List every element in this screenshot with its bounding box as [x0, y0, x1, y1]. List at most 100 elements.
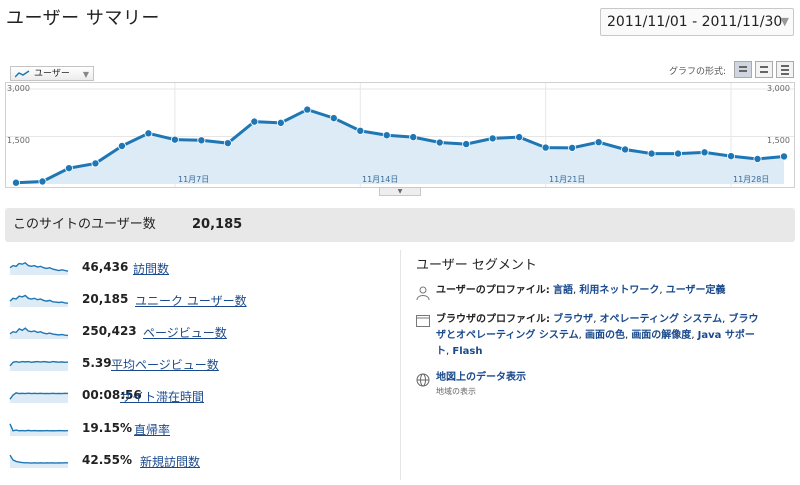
summary-label: このサイトのユーザー数	[13, 217, 156, 232]
data-point	[276, 118, 285, 127]
data-point	[594, 138, 603, 147]
data-point	[170, 135, 179, 144]
chevron-down-icon: ▼	[82, 70, 89, 79]
segment-browser: ブラウザのプロファイル: ブラウザ, オペレーティング システム, ブラウザとオ…	[416, 312, 794, 357]
series-area	[16, 109, 784, 184]
sparkline-4	[9, 392, 69, 403]
segment-profile: ユーザーのプロファイル: 言語, 利用ネットワーク, ユーザー定義	[416, 283, 794, 301]
metric-link[interactable]: ページビュー数	[143, 326, 227, 340]
user-icon	[416, 286, 430, 300]
sparkline-line	[9, 423, 69, 432]
data-point	[753, 154, 762, 163]
segment-browser-link[interactable]: Java サポート	[436, 330, 755, 357]
sparkline-6	[9, 454, 68, 468]
graph-metric-label: ユーザー	[34, 69, 70, 79]
y-axis-left-tick: 3,000	[7, 84, 30, 93]
data-point	[621, 145, 630, 154]
segment-profile-link[interactable]: 言語	[553, 285, 573, 296]
data-point	[356, 126, 365, 135]
x-axis-tick: 11月14日	[362, 175, 399, 184]
metric-value: 5.39	[82, 356, 112, 370]
chart-collapse-handle[interactable]: ▼	[379, 187, 421, 196]
data-point	[435, 138, 444, 147]
sparkline-5	[9, 423, 69, 436]
sparkline-line	[9, 294, 69, 304]
data-point	[329, 114, 338, 123]
data-point	[117, 142, 126, 151]
sparkline-line	[9, 327, 69, 337]
metric-value: 19.15%	[82, 421, 132, 435]
sparkline-line	[9, 261, 69, 272]
summary-bar: このサイトのユーザー数 20,185	[5, 208, 795, 242]
sparkline-1	[9, 294, 69, 307]
sparkline-area	[10, 392, 68, 403]
segment-browser-link[interactable]: オペレーティング システム	[599, 314, 723, 325]
column-divider	[400, 250, 401, 480]
segment-browser-link[interactable]: Flash	[452, 346, 483, 357]
metric-link[interactable]: 直帰率	[134, 423, 171, 437]
y-axis-right-tick: 3,000	[767, 84, 790, 93]
data-point	[223, 139, 232, 148]
segment-map: 地図上のデータ表示	[416, 370, 794, 388]
data-point	[144, 129, 153, 138]
data-point	[382, 131, 391, 140]
data-point	[12, 178, 20, 187]
data-point	[488, 134, 497, 143]
browser-window-icon	[416, 315, 430, 327]
segment-profile-link[interactable]: ユーザー定義	[665, 285, 726, 296]
data-point	[91, 159, 100, 168]
chart-area	[5, 82, 795, 188]
data-point	[64, 164, 73, 173]
graph-metric-select[interactable]: ユーザー ▼	[10, 66, 94, 81]
date-range-text: 2011/11/01 - 2011/11/30	[607, 14, 783, 30]
segment-browser-head: ブラウザのプロファイル:	[436, 314, 550, 325]
sparkline-area	[10, 262, 68, 275]
data-point	[197, 136, 206, 145]
map-view-link[interactable]: 地図上のデータ表示	[436, 372, 526, 383]
chevron-down-icon: ▼	[780, 15, 789, 28]
data-point	[727, 152, 736, 161]
summary-value: 20,185	[192, 217, 243, 232]
table-format-button[interactable]	[776, 61, 794, 78]
date-range-selector[interactable]: 2011/11/01 - 2011/11/30 ▼	[600, 8, 794, 36]
data-point	[541, 143, 550, 152]
sparkline-0	[9, 261, 69, 275]
data-point	[462, 140, 471, 149]
line-chart-icon	[15, 70, 30, 78]
metric-value: 46,436	[82, 260, 129, 274]
metric-link[interactable]: ユニーク ユーザー数	[135, 294, 247, 308]
data-point	[409, 133, 418, 142]
segment-browser-link[interactable]: ブラウザ	[553, 314, 594, 325]
metric-link[interactable]: サイト滞在時間	[120, 390, 205, 404]
sparkline-line	[9, 360, 69, 367]
x-axis-tick: 11月21日	[549, 175, 586, 184]
globe-icon	[416, 373, 430, 387]
data-point	[780, 152, 789, 161]
data-point	[700, 148, 709, 157]
segment-profile-link[interactable]: 利用ネットワーク	[579, 285, 660, 296]
segments-title: ユーザー セグメント	[416, 258, 537, 273]
motion-chart-format-button[interactable]	[755, 61, 773, 78]
data-point	[568, 143, 577, 152]
data-point	[250, 117, 259, 126]
segment-browser-link[interactable]: 画面の解像度	[631, 330, 692, 341]
segment-browser-link[interactable]: ブラウザとオペレーティング システム	[436, 314, 759, 341]
sparkline-area	[10, 295, 68, 307]
metric-value: 250,423	[82, 324, 137, 338]
x-axis-tick: 11月7日	[178, 175, 210, 184]
segment-browser-link[interactable]: 画面の色	[584, 330, 625, 341]
metric-link[interactable]: 新規訪問数	[140, 455, 201, 469]
y-axis-left-tick: 1,500	[7, 136, 30, 145]
sparkline-line	[9, 454, 68, 464]
data-point	[303, 105, 312, 114]
line-chart-format-button[interactable]	[734, 61, 752, 78]
metric-link[interactable]: 訪問数	[133, 262, 170, 276]
sparkline-area	[10, 423, 68, 436]
data-point	[647, 149, 656, 158]
data-point	[515, 133, 524, 142]
map-view-subtext: 地域の表示	[436, 387, 476, 396]
sparkline-area	[10, 361, 68, 371]
metric-value: 00:08:56	[82, 388, 142, 402]
metric-link[interactable]: 平均ページビュー数	[111, 358, 219, 372]
sparkline-line	[9, 392, 69, 400]
